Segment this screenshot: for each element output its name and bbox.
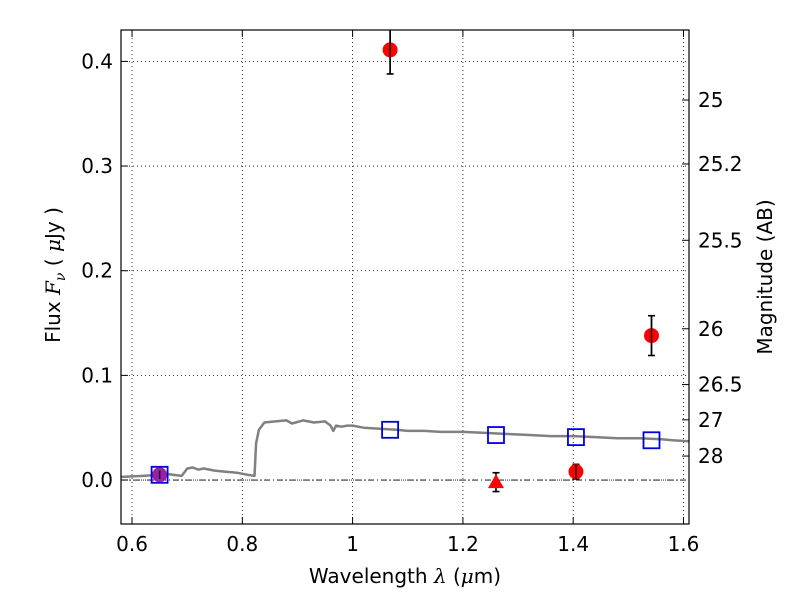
plot-area [121, 30, 689, 493]
x-tick-label: 1.6 [668, 532, 700, 556]
x-tick-label: 0.8 [226, 532, 258, 556]
x-tick-label: 1.4 [557, 532, 589, 556]
model-sed-line [121, 419, 689, 479]
y2-tick-label: 27 [698, 408, 723, 432]
y2-axis-title: Magnitude (AB) [753, 199, 777, 354]
model-square-point [642, 431, 661, 450]
model-square-point [150, 465, 169, 484]
axes-frame [120, 29, 690, 525]
x-tick-label: 1 [346, 532, 359, 556]
model-square-point [381, 420, 400, 439]
y2-tick-label: 25.2 [698, 152, 743, 176]
y2-tick-label: 28 [698, 444, 723, 468]
y-tick-label: 0.1 [81, 363, 113, 387]
y-tick-label: 0.2 [81, 259, 113, 283]
grid [121, 30, 689, 524]
ticks: 0.6 0.8 1 1.2 1.4 1.6 0.0 0.1 0.2 0.3 0.4 25 25.2 25.… [81, 30, 743, 556]
model-square-point [487, 426, 505, 444]
y2-tick-label: 26.5 [698, 373, 743, 397]
y2-tick-label: 25.5 [698, 228, 743, 252]
y-tick-label: 0.3 [81, 154, 113, 178]
model-square-point [567, 428, 585, 447]
y2-tick-label: 25 [698, 88, 723, 112]
x-tick-label: 1.2 [447, 532, 479, 556]
x-axis-title: Wavelength λ (μm) [309, 564, 501, 588]
y2-tick-label: 26 [698, 317, 723, 341]
x-tick-label: 0.6 [116, 532, 148, 556]
triangle-point [487, 474, 504, 489]
y-axis-title: Flux Fν ( μJy ) [41, 207, 69, 343]
y-tick-label: 0.0 [81, 468, 113, 492]
y-tick-label: 0.4 [81, 49, 113, 73]
